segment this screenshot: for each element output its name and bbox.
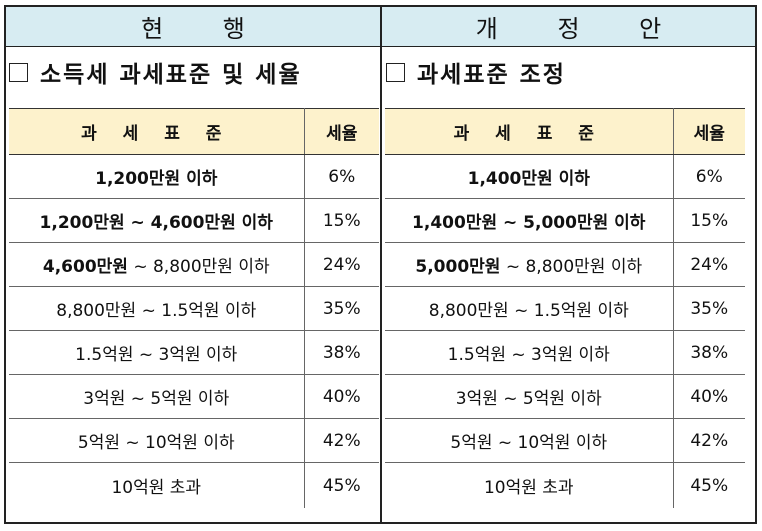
tax-rate-cell: 42% xyxy=(672,418,745,463)
tax-base-cell: 1,200만원 이하 xyxy=(9,154,305,199)
tax-base-column-header: 과 세 표 준 xyxy=(385,108,674,155)
tax-base-cell: 3억원 ~ 5억원 이하 xyxy=(9,374,305,419)
tax-base-cell: 10억원 초과 xyxy=(385,462,674,508)
column-divider xyxy=(380,5,382,524)
rate-column-header: 세율 xyxy=(303,108,379,155)
tax-rate-cell: 24% xyxy=(303,242,379,287)
tax-rate-cell: 6% xyxy=(303,154,379,199)
tax-base-bold-text: 5,000만원 xyxy=(415,257,501,277)
tax-base-bold-text: 1,400만원 이하 xyxy=(467,169,590,189)
tax-base-text: 5억원 ~ 10억원 이하 xyxy=(450,433,608,453)
table-header-row: 과 세 표 준 세율 xyxy=(9,108,379,155)
table-header-row: 과 세 표 준 세율 xyxy=(385,108,745,155)
table-row: 10억원 초과 45% xyxy=(385,462,745,508)
tax-base-text: 3억원 ~ 5억원 이하 xyxy=(455,389,602,409)
tax-base-cell: 1.5억원 ~ 3억원 이하 xyxy=(385,330,674,375)
tax-base-cell: 1,200만원 ~ 4,600만원 이하 xyxy=(9,198,305,243)
tax-base-bold-text: 1,400만원 ~ 5,000만원 이하 xyxy=(412,213,646,233)
tax-base-text: 1.5억원 ~ 3억원 이하 xyxy=(75,345,238,365)
tax-base-text: ~ 8,800만원 이하 xyxy=(500,257,643,277)
tax-base-text: 10억원 초과 xyxy=(111,478,202,498)
tax-base-text: 8,800만원 ~ 1.5억원 이하 xyxy=(428,301,629,321)
table-row: 8,800만원 ~ 1.5억원 이하 35% xyxy=(9,286,379,331)
tax-rate-cell: 35% xyxy=(672,286,745,331)
tax-base-cell: 5,000만원 ~ 8,800만원 이하 xyxy=(385,242,674,287)
tax-base-text: 5억원 ~ 10억원 이하 xyxy=(77,433,235,453)
table-row: 10억원 초과 45% xyxy=(9,462,379,508)
tax-rate-cell: 24% xyxy=(672,242,745,287)
current-tax-table: 과 세 표 준 세율 1,200만원 이하 6% 1,200만원 ~ 4,600만원… xyxy=(9,108,379,508)
table-row: 1.5억원 ~ 3억원 이하 38% xyxy=(385,330,745,375)
tax-base-cell: 5억원 ~ 10억원 이하 xyxy=(385,418,674,463)
tax-base-cell: 5억원 ~ 10억원 이하 xyxy=(9,418,305,463)
tax-base-cell: 1,400만원 이하 xyxy=(385,154,674,199)
table-row: 5억원 ~ 10억원 이하 42% xyxy=(9,418,379,463)
tax-base-cell: 10억원 초과 xyxy=(9,462,305,508)
tax-base-text: ~ 8,800만원 이하 xyxy=(127,257,270,277)
tax-rate-cell: 38% xyxy=(303,330,379,375)
current-section-title: 소득세 과세표준 및 세율 xyxy=(9,55,302,89)
tax-base-cell: 1.5억원 ~ 3억원 이하 xyxy=(9,330,305,375)
current-header: 현 행 xyxy=(6,7,380,47)
proposal-tax-table: 과 세 표 준 세율 1,400만원 이하 6% 1,400만원 ~ 5,000만원… xyxy=(385,108,745,508)
tax-base-cell: 8,800만원 ~ 1.5억원 이하 xyxy=(9,286,305,331)
table-row: 1.5억원 ~ 3억원 이하 38% xyxy=(9,330,379,375)
tax-base-text: 10억원 초과 xyxy=(483,478,574,498)
tax-base-cell: 3억원 ~ 5억원 이하 xyxy=(385,374,674,419)
tax-base-text: 1.5억원 ~ 3억원 이하 xyxy=(447,345,610,365)
proposal-section-label: 과세표준 조정 xyxy=(417,62,566,88)
table-row: 1,200만원 ~ 4,600만원 이하 15% xyxy=(9,198,379,243)
table-row: 5억원 ~ 10억원 이하 42% xyxy=(385,418,745,463)
tax-base-column-header: 과 세 표 준 xyxy=(9,108,305,155)
tax-base-text: 8,800만원 ~ 1.5억원 이하 xyxy=(56,301,257,321)
tax-base-cell: 4,600만원 ~ 8,800만원 이하 xyxy=(9,242,305,287)
checkbox-square-icon xyxy=(9,62,28,82)
tax-rate-cell: 40% xyxy=(303,374,379,419)
table-row: 3억원 ~ 5억원 이하 40% xyxy=(385,374,745,419)
rate-column-header: 세율 xyxy=(672,108,745,155)
tax-base-bold-text: 4,600만원 xyxy=(42,257,128,277)
table-row: 1,400만원 이하 6% xyxy=(385,154,745,199)
checkbox-square-icon xyxy=(386,62,405,82)
tax-base-text: 3억원 ~ 5억원 이하 xyxy=(83,389,230,409)
current-section-label: 소득세 과세표준 및 세율 xyxy=(40,62,302,88)
proposal-header: 개 정 안 xyxy=(382,7,755,47)
tax-base-bold-text: 1,200만원 이하 xyxy=(95,169,218,189)
tax-rate-cell: 6% xyxy=(672,154,745,199)
tax-rate-cell: 15% xyxy=(303,198,379,243)
tax-rate-cell: 35% xyxy=(303,286,379,331)
tax-rate-cell: 15% xyxy=(672,198,745,243)
tax-rate-cell: 38% xyxy=(672,330,745,375)
tax-rate-cell: 45% xyxy=(303,462,379,508)
table-row: 3억원 ~ 5억원 이하 40% xyxy=(9,374,379,419)
table-row: 1,200만원 이하 6% xyxy=(9,154,379,199)
current-header-label: 현 행 xyxy=(141,15,271,43)
table-row: 5,000만원 ~ 8,800만원 이하 24% xyxy=(385,242,745,287)
table-row: 4,600만원 ~ 8,800만원 이하 24% xyxy=(9,242,379,287)
tax-rate-cell: 40% xyxy=(672,374,745,419)
tax-rate-cell: 42% xyxy=(303,418,379,463)
table-row: 1,400만원 ~ 5,000만원 이하 15% xyxy=(385,198,745,243)
tax-base-bold-text: 1,200만원 ~ 4,600만원 이하 xyxy=(39,213,273,233)
tax-rate-cell: 45% xyxy=(672,462,745,508)
table-row: 8,800만원 ~ 1.5억원 이하 35% xyxy=(385,286,745,331)
proposal-header-label: 개 정 안 xyxy=(475,15,688,43)
tax-base-cell: 8,800만원 ~ 1.5억원 이하 xyxy=(385,286,674,331)
tax-base-cell: 1,400만원 ~ 5,000만원 이하 xyxy=(385,198,674,243)
proposal-section-title: 과세표준 조정 xyxy=(386,55,566,89)
